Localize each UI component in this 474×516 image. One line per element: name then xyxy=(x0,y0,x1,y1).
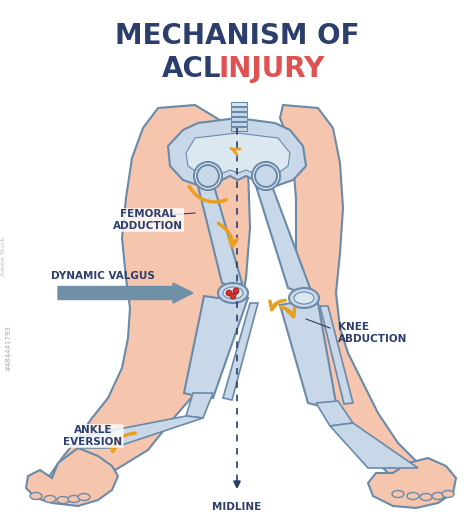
Polygon shape xyxy=(280,303,336,406)
Polygon shape xyxy=(198,186,242,288)
Polygon shape xyxy=(320,306,353,404)
Text: KNEE
ABDUCTION: KNEE ABDUCTION xyxy=(338,322,407,344)
Text: FEMORAL
ADDUCTION: FEMORAL ADDUCTION xyxy=(113,209,183,231)
Text: MIDLINE: MIDLINE xyxy=(212,502,262,512)
FancyArrow shape xyxy=(58,283,193,303)
Circle shape xyxy=(197,165,219,187)
Ellipse shape xyxy=(442,491,454,497)
Ellipse shape xyxy=(289,288,319,308)
Ellipse shape xyxy=(223,287,243,299)
Ellipse shape xyxy=(432,492,444,499)
Polygon shape xyxy=(231,107,247,111)
Polygon shape xyxy=(256,186,310,292)
Polygon shape xyxy=(186,393,213,418)
Circle shape xyxy=(200,168,216,184)
Ellipse shape xyxy=(44,495,56,503)
Polygon shape xyxy=(48,105,250,498)
Text: #484441793: #484441793 xyxy=(5,325,11,371)
Polygon shape xyxy=(280,105,443,498)
Polygon shape xyxy=(316,401,353,426)
Polygon shape xyxy=(223,303,258,400)
Polygon shape xyxy=(231,127,247,131)
Circle shape xyxy=(252,162,280,190)
Circle shape xyxy=(194,162,222,190)
Polygon shape xyxy=(231,102,247,106)
Polygon shape xyxy=(168,118,306,186)
Text: ACL: ACL xyxy=(162,55,222,83)
Ellipse shape xyxy=(30,492,42,499)
Polygon shape xyxy=(231,117,247,121)
Circle shape xyxy=(233,288,239,294)
Circle shape xyxy=(255,165,277,187)
Polygon shape xyxy=(231,122,247,126)
Polygon shape xyxy=(26,448,118,506)
Polygon shape xyxy=(186,133,290,176)
Ellipse shape xyxy=(420,493,432,501)
Ellipse shape xyxy=(68,495,80,503)
Text: DYNAMIC VALGUS: DYNAMIC VALGUS xyxy=(51,271,155,281)
Ellipse shape xyxy=(392,491,404,497)
Polygon shape xyxy=(184,296,248,398)
Polygon shape xyxy=(231,112,247,116)
Polygon shape xyxy=(368,458,456,508)
Polygon shape xyxy=(330,423,418,468)
Ellipse shape xyxy=(57,496,69,504)
Ellipse shape xyxy=(407,492,419,499)
Ellipse shape xyxy=(78,493,90,501)
Ellipse shape xyxy=(294,292,314,304)
Circle shape xyxy=(226,290,232,296)
Text: Adobe Stock: Adobe Stock xyxy=(1,236,7,276)
Text: INJURY: INJURY xyxy=(219,55,325,83)
Text: MECHANISM OF: MECHANISM OF xyxy=(115,22,359,50)
Circle shape xyxy=(230,293,236,299)
Text: ANKLE
EVERSION: ANKLE EVERSION xyxy=(64,425,123,447)
Ellipse shape xyxy=(218,283,248,303)
Circle shape xyxy=(258,168,274,184)
Polygon shape xyxy=(73,416,203,448)
